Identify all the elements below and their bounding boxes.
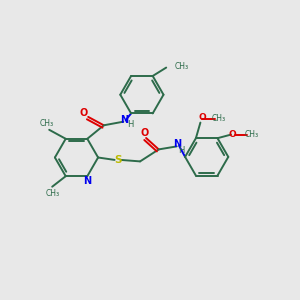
Text: CH₃: CH₃	[45, 189, 59, 198]
Text: H: H	[178, 146, 184, 155]
Text: H: H	[127, 120, 133, 129]
Text: O: O	[140, 128, 149, 138]
Text: CH₃: CH₃	[40, 119, 54, 128]
Text: CH₃: CH₃	[211, 115, 226, 124]
Text: N: N	[120, 115, 128, 124]
Text: CH₃: CH₃	[175, 61, 189, 70]
Text: O: O	[198, 113, 206, 122]
Text: O: O	[80, 108, 88, 118]
Text: N: N	[173, 139, 182, 149]
Text: O: O	[229, 130, 236, 139]
Text: CH₃: CH₃	[244, 130, 259, 139]
Text: N: N	[83, 176, 92, 186]
Text: S: S	[114, 155, 121, 165]
